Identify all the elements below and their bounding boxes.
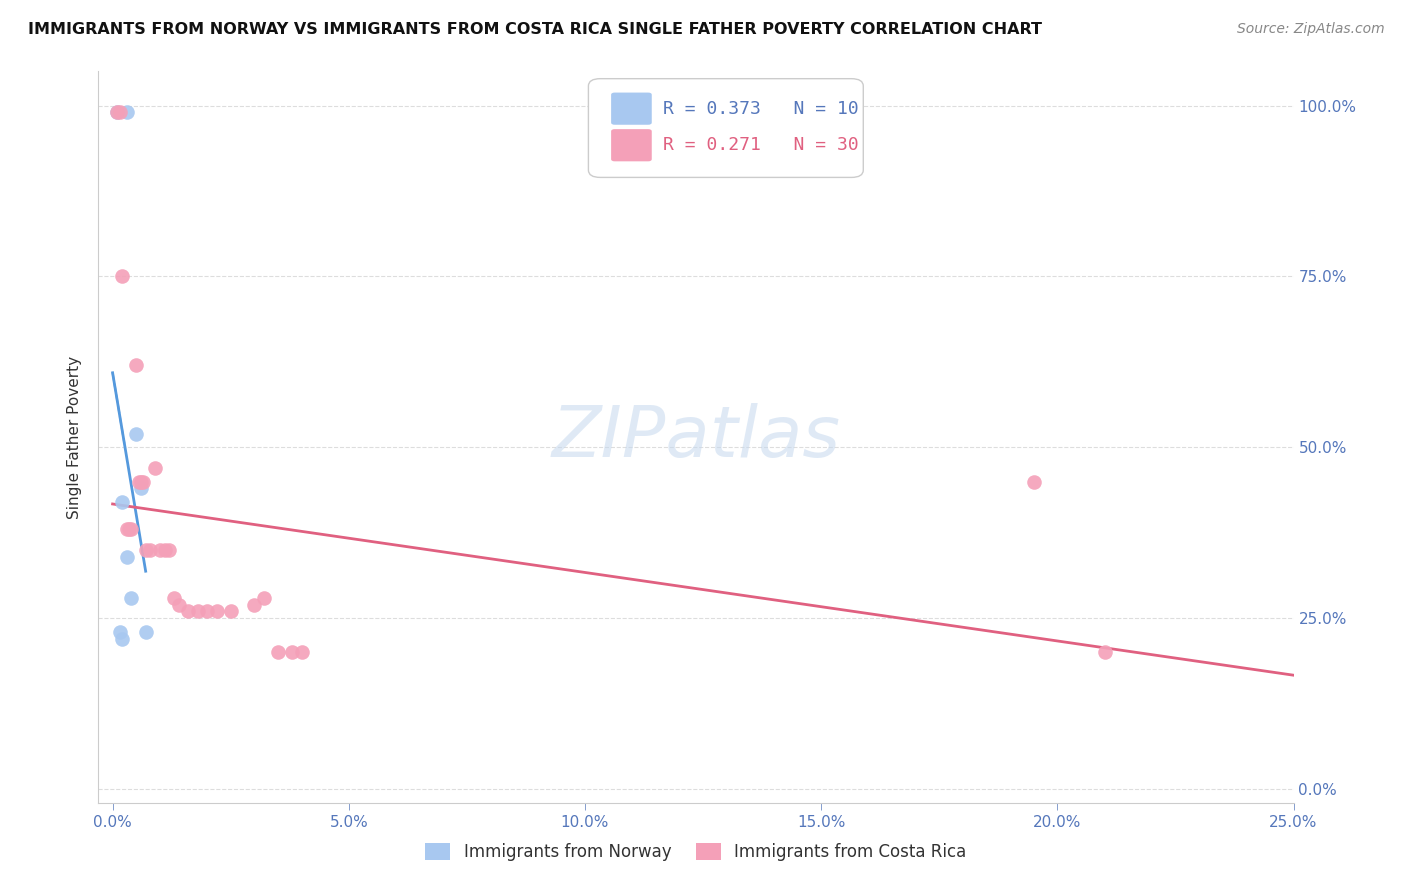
Point xyxy=(111,495,134,509)
Point xyxy=(111,269,134,284)
Point xyxy=(177,604,200,618)
Point xyxy=(132,475,155,489)
Point xyxy=(195,604,218,618)
Point xyxy=(267,645,290,659)
Point xyxy=(125,359,148,373)
Text: R = 0.373   N = 10: R = 0.373 N = 10 xyxy=(662,100,858,118)
Point xyxy=(243,598,266,612)
Text: IMMIGRANTS FROM NORWAY VS IMMIGRANTS FROM COSTA RICA SINGLE FATHER POVERTY CORRE: IMMIGRANTS FROM NORWAY VS IMMIGRANTS FRO… xyxy=(28,22,1042,37)
Point xyxy=(128,475,150,489)
Point xyxy=(135,624,157,639)
Point xyxy=(1022,475,1045,489)
Point xyxy=(205,604,228,618)
Point xyxy=(108,105,131,120)
Point xyxy=(1094,645,1116,659)
Point xyxy=(108,624,131,639)
Point xyxy=(121,591,143,605)
Point xyxy=(129,481,152,495)
Point xyxy=(118,522,141,536)
Text: ZIPatlas: ZIPatlas xyxy=(551,402,841,472)
FancyBboxPatch shape xyxy=(589,78,863,178)
Point xyxy=(129,475,152,489)
Point xyxy=(105,105,128,120)
Point xyxy=(125,426,148,441)
Point xyxy=(153,542,176,557)
Point xyxy=(290,645,312,659)
Point xyxy=(135,542,157,557)
Point xyxy=(167,598,190,612)
Point xyxy=(139,542,162,557)
Text: R = 0.271   N = 30: R = 0.271 N = 30 xyxy=(662,136,858,154)
Legend: Immigrants from Norway, Immigrants from Costa Rica: Immigrants from Norway, Immigrants from … xyxy=(419,836,973,868)
Point xyxy=(143,460,166,475)
FancyBboxPatch shape xyxy=(612,129,652,161)
Point xyxy=(253,591,276,605)
Point xyxy=(115,549,138,564)
Text: Source: ZipAtlas.com: Source: ZipAtlas.com xyxy=(1237,22,1385,37)
Point xyxy=(187,604,209,618)
Point xyxy=(281,645,304,659)
Point xyxy=(105,105,128,120)
FancyBboxPatch shape xyxy=(612,93,652,125)
Point xyxy=(115,522,138,536)
Point xyxy=(111,632,134,646)
Point xyxy=(157,542,180,557)
Point xyxy=(219,604,242,618)
Point xyxy=(115,105,138,120)
Point xyxy=(163,591,186,605)
Y-axis label: Single Father Poverty: Single Father Poverty xyxy=(67,356,83,518)
Point xyxy=(121,522,143,536)
Point xyxy=(149,542,172,557)
